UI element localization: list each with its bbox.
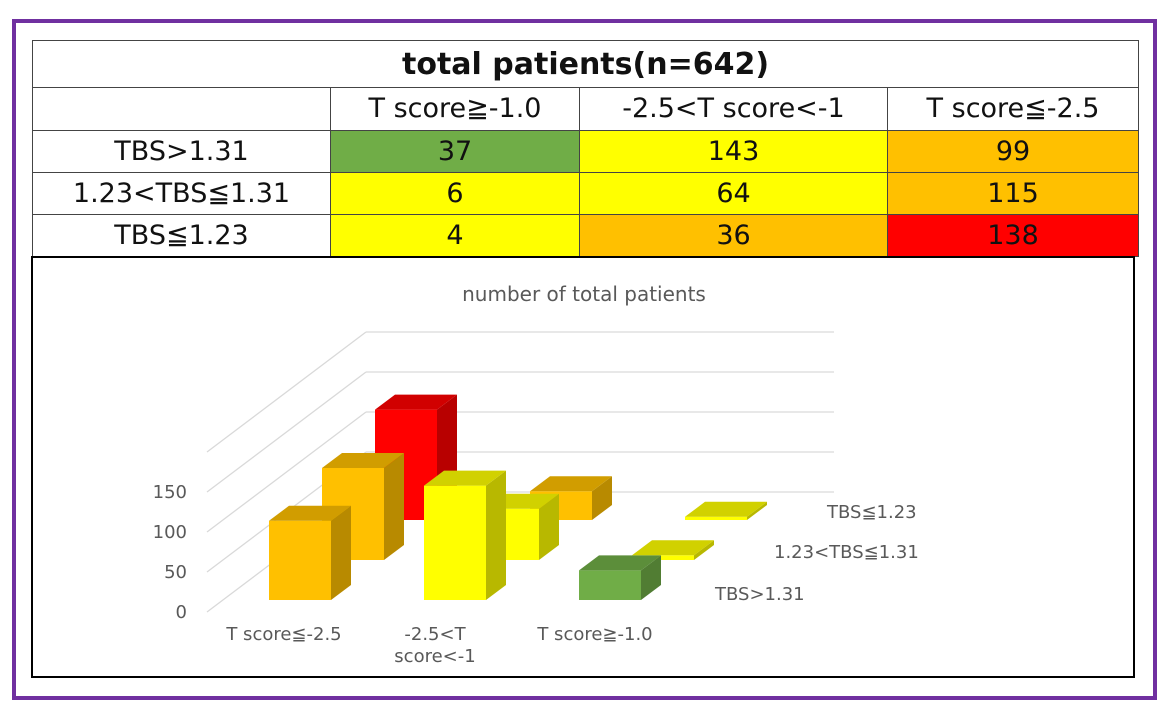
bar-front	[579, 570, 641, 600]
patient-count-table: total patients(n=642) T score≧-1.0 -2.5<…	[31, 39, 1140, 258]
category-label: -2.5<T	[404, 624, 466, 645]
table-row: TBS≦1.23 4 36 138	[32, 213, 1140, 258]
y-tick-label: 0	[176, 602, 187, 623]
bar-side	[694, 540, 714, 560]
row-label: 1.23<TBS≦1.31	[32, 171, 331, 215]
bar-top	[269, 505, 351, 521]
bar-side	[747, 501, 767, 520]
data-cell: 4	[330, 213, 580, 258]
column-header: T score≦-2.5	[886, 87, 1140, 131]
bar-top	[685, 501, 767, 517]
bar-top	[424, 470, 506, 486]
y-tick-label: 50	[164, 562, 187, 583]
category-label: T score≦-2.5	[225, 624, 341, 645]
bar-top	[579, 555, 661, 571]
gridline-diagonal	[206, 331, 367, 453]
table-row: 1.23<TBS≦1.31 6 64 115	[32, 171, 1140, 215]
bar-top	[322, 453, 404, 468]
chart-title: number of total patients	[462, 282, 706, 306]
y-tick-label: 150	[153, 482, 187, 503]
series-axis-label: TBS≦1.23	[826, 502, 917, 523]
category-label: score<-1	[394, 646, 475, 667]
column-header: T score≧-1.0	[330, 87, 580, 131]
data-cell: 143	[579, 129, 888, 173]
data-cell: 37	[330, 129, 580, 173]
table-title-row: total patients(n=642)	[31, 39, 1140, 89]
row-label: TBS≦1.23	[32, 213, 331, 258]
bar-top	[375, 394, 457, 410]
bar-front	[269, 520, 331, 600]
series-axis-label: 1.23<TBS≦1.31	[774, 542, 919, 563]
bar-front	[424, 485, 486, 600]
bar-side	[331, 505, 351, 600]
bar-top	[632, 540, 714, 556]
bar-side	[641, 555, 661, 600]
data-cell: 138	[886, 213, 1140, 258]
series-axis-label: TBS>1.31	[714, 584, 805, 605]
data-cell: 99	[886, 129, 1140, 173]
column-header: -2.5<T score<-1	[579, 87, 888, 131]
y-tick-label: 100	[153, 522, 187, 543]
category-label: T score≧-1.0	[536, 624, 652, 645]
bar-side	[384, 453, 404, 560]
bar-side	[486, 470, 506, 600]
data-cell: 36	[579, 213, 888, 258]
table-title: total patients(n=642)	[31, 39, 1140, 89]
bar-side	[539, 493, 559, 560]
data-cell: 115	[886, 171, 1140, 215]
data-cell: 64	[579, 171, 888, 215]
bar-side	[592, 476, 612, 520]
bar-top	[530, 476, 612, 492]
chart-panel: 0 50 100 150 number of total patients TBS>1.3…	[31, 256, 1135, 678]
gridline-diagonal	[206, 371, 367, 493]
gridline-diagonal	[206, 411, 367, 533]
bar-front	[685, 516, 747, 520]
